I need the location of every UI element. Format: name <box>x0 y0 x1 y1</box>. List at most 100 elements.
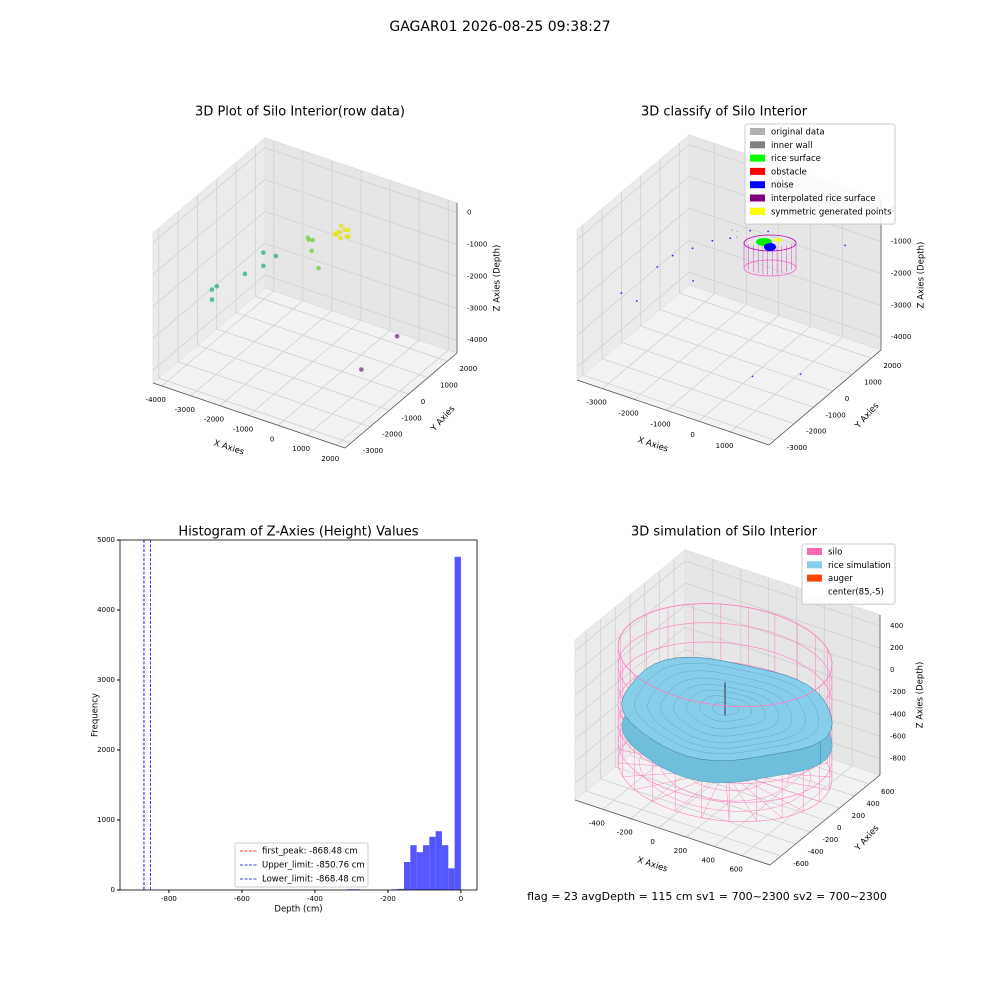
grid-line <box>576 144 690 240</box>
legend-swatch <box>807 587 822 595</box>
x-tick-label: -1000 <box>233 426 253 434</box>
bar <box>441 845 449 890</box>
legend-label: rice surface <box>771 154 821 164</box>
x-tick-label: -400 <box>307 895 323 903</box>
grid-line <box>158 377 351 444</box>
z-tick-label: -200 <box>890 688 906 696</box>
legend-label: rice simulation <box>828 561 891 571</box>
plot-frame <box>119 539 478 891</box>
data-point <box>767 230 770 233</box>
rice-mesh <box>699 695 752 722</box>
subplot-title: 3D classify of Silo Interior <box>641 105 808 120</box>
data-point <box>316 265 321 271</box>
grid-line <box>264 211 458 277</box>
z-tick-label: -1000 <box>891 237 911 245</box>
axis-line <box>152 382 346 449</box>
grid-line <box>306 339 420 436</box>
legend-label: interpolated rice surface <box>771 194 876 204</box>
x-tick-label: -2000 <box>618 410 638 418</box>
grid-line <box>688 271 882 338</box>
legend-swatch <box>807 574 822 582</box>
axis-line <box>344 352 458 449</box>
grid-line <box>602 293 715 389</box>
grid-line <box>666 315 779 411</box>
grid-line <box>585 790 782 857</box>
z-tick-label: -2000 <box>891 269 911 277</box>
z-tick-label: -800 <box>890 754 906 762</box>
y-tick-label: -400 <box>808 848 824 856</box>
data-point <box>751 375 754 378</box>
grid-line <box>190 300 304 397</box>
x-tick-label: 0 <box>690 431 694 439</box>
bar <box>410 845 417 890</box>
data-point <box>338 235 343 241</box>
data-point <box>731 229 734 232</box>
data-point <box>334 230 339 236</box>
x-tick-label: -200 <box>617 829 633 837</box>
x-tick-label: -400 <box>589 819 605 827</box>
x-tick-label: 0 <box>459 895 463 903</box>
data-point <box>671 254 674 257</box>
status-text: flag = 23 avgDepth = 115 cm sv1 = 700~23… <box>527 890 887 903</box>
data-point <box>394 333 400 339</box>
legend-swatch <box>750 167 765 175</box>
rice-core <box>764 243 776 251</box>
data-point <box>735 236 738 239</box>
x-tick-label: 200 <box>674 847 687 855</box>
rice-mesh <box>647 670 806 749</box>
x-tick-label: -3000 <box>586 399 606 407</box>
grid-line <box>600 778 796 845</box>
z-tick-label: -600 <box>890 732 906 740</box>
y-tick-label: 1000 <box>864 379 882 387</box>
z-axis-label: Z Axies (Depth) <box>493 245 503 312</box>
y-tick-label: -3000 <box>363 447 383 455</box>
y-tick-label: 200 <box>852 812 865 820</box>
z-tick-label: -4000 <box>467 336 487 344</box>
z-axis-label: Z Axies (Depth) <box>916 662 926 729</box>
grid-line <box>698 325 811 422</box>
y-tick-label: 2000 <box>97 746 115 754</box>
bar <box>422 845 430 890</box>
grid-line <box>264 274 458 341</box>
legend-label: silo <box>828 548 842 558</box>
grid-line <box>219 310 333 406</box>
y-tick-label: -600 <box>793 860 809 868</box>
z-tick-label: -3000 <box>467 304 487 312</box>
data-point <box>656 266 659 268</box>
y-tick-label: -2000 <box>382 431 402 439</box>
grid-line <box>336 349 449 446</box>
y-tick-label: -2000 <box>806 428 826 436</box>
grid-line <box>264 179 458 245</box>
legend-swatch <box>750 154 765 162</box>
y-tick-label: -1000 <box>825 411 845 419</box>
z-tick-label: 0 <box>890 666 894 674</box>
data-point <box>242 271 248 277</box>
z-tick-label: 0 <box>467 209 471 217</box>
grid-line <box>688 208 882 274</box>
y-tick-label: 5000 <box>97 536 115 544</box>
legend-label: Upper_limit: -850.76 cm <box>262 861 365 871</box>
grid-line <box>601 358 795 425</box>
grid-line <box>152 274 266 371</box>
x-tick-label: 0 <box>650 838 654 846</box>
y-tick-label: 2000 <box>459 365 477 373</box>
data-point <box>310 237 316 243</box>
grid-line <box>576 271 690 368</box>
grid-line <box>659 309 853 375</box>
grid-line <box>679 292 872 359</box>
y-tick-label: 2000 <box>883 362 901 370</box>
z-tick-label: 200 <box>890 644 903 652</box>
data-point <box>692 279 695 282</box>
z-axis-label: Z Axies (Depth) <box>917 242 927 309</box>
z-tick-label: -4000 <box>891 333 911 341</box>
x-tick-label: -4000 <box>146 396 166 404</box>
grid-line <box>640 325 833 392</box>
grid-line <box>582 374 775 441</box>
legend-label: obstacle <box>771 167 807 177</box>
grid-line <box>574 626 686 718</box>
data-point <box>346 234 351 239</box>
x-tick-label: 0 <box>270 435 274 443</box>
grid-line <box>684 582 881 649</box>
legend-box <box>801 543 896 605</box>
